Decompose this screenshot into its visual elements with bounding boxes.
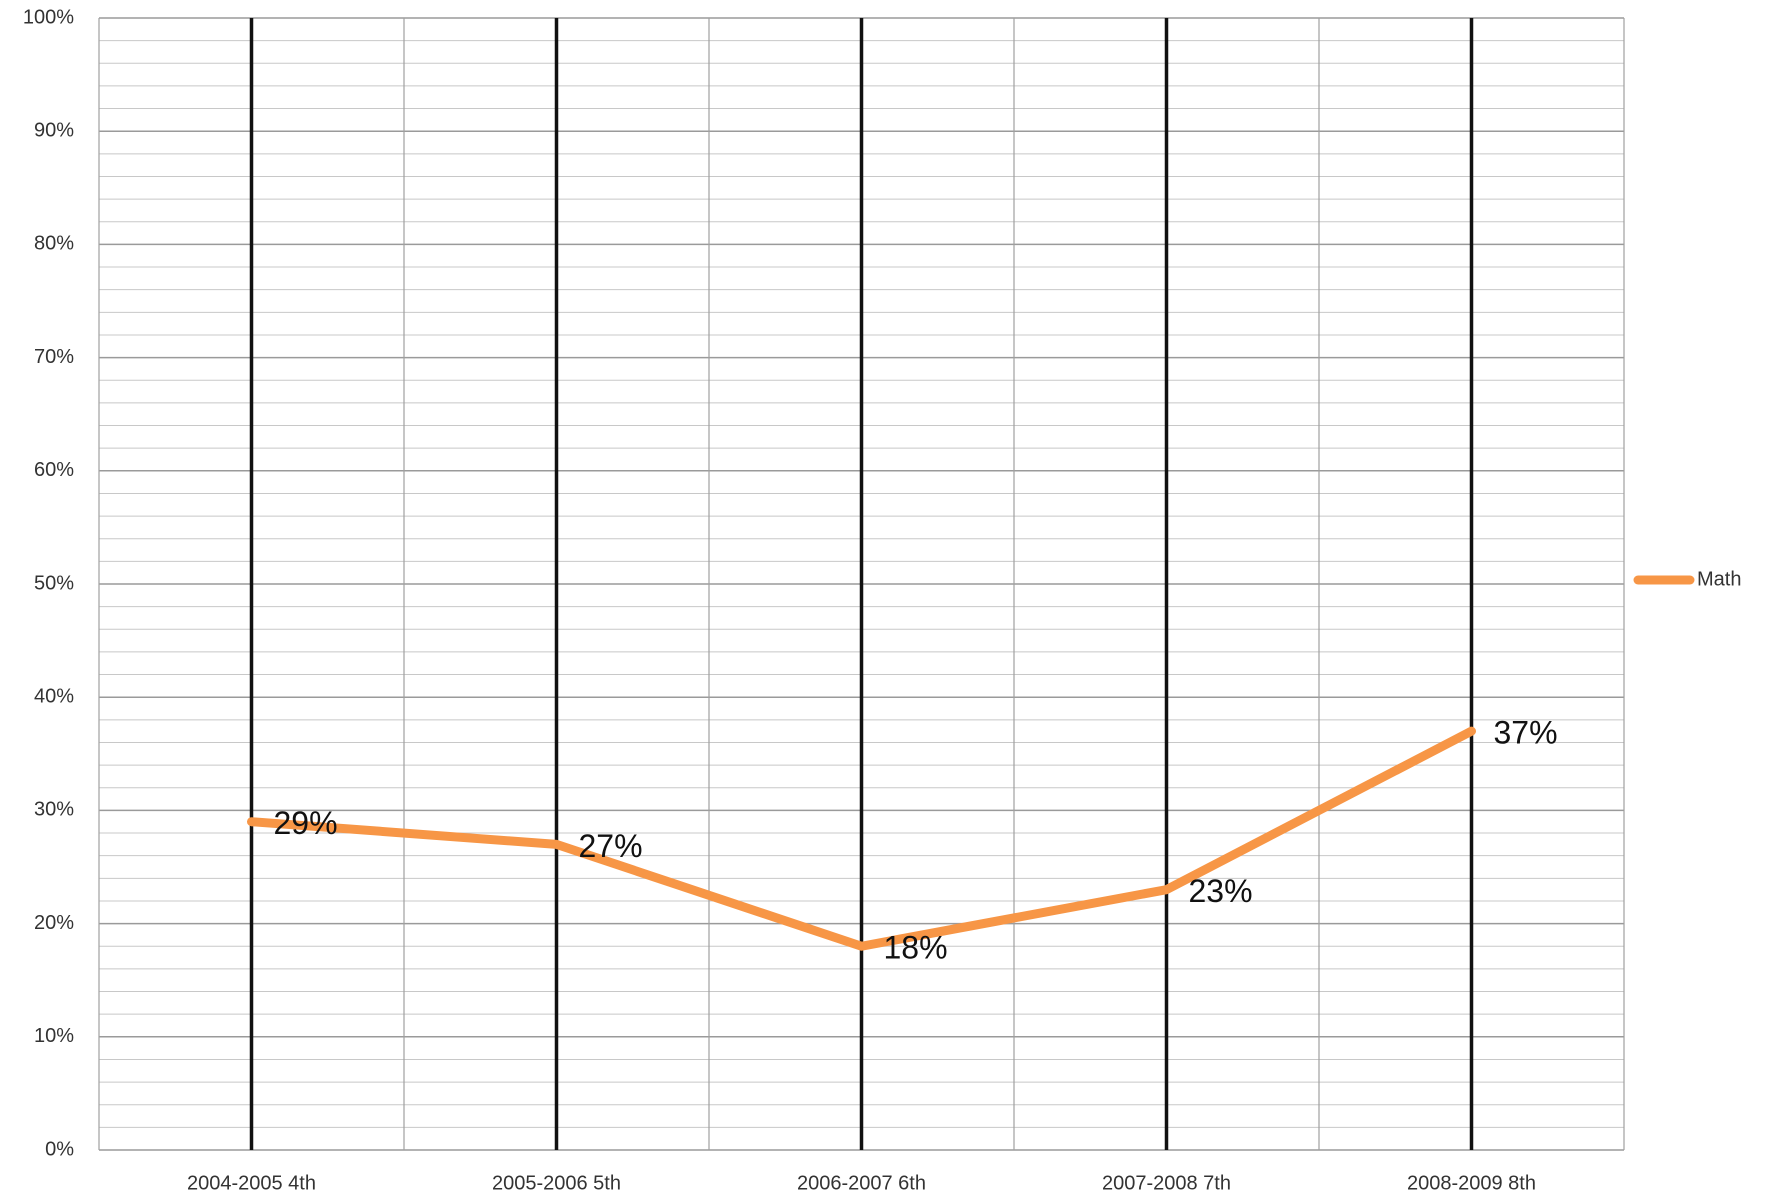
y-tick-label: 10% <box>34 1025 74 1047</box>
y-tick-label: 100% <box>23 6 74 28</box>
y-tick-label: 40% <box>34 685 74 707</box>
y-tick-label: 30% <box>34 799 74 821</box>
x-tick-label: 2005-2006 5th <box>492 1172 621 1194</box>
y-tick-label: 60% <box>34 459 74 481</box>
data-label: 27% <box>579 828 643 864</box>
y-tick-label: 20% <box>34 912 74 934</box>
x-tick-label: 2006-2007 6th <box>797 1172 926 1194</box>
x-tick-label: 2007-2008 7th <box>1102 1172 1231 1194</box>
line <box>247 726 1476 951</box>
y-tick-label: 80% <box>34 233 74 255</box>
y-tick-label: 70% <box>34 346 74 368</box>
legend-label: Math <box>1697 568 1741 590</box>
y-tick-label: 90% <box>34 119 74 141</box>
data-label: 37% <box>1494 715 1558 751</box>
data-label: 23% <box>1189 873 1253 909</box>
x-tick-label: 2008-2009 8th <box>1407 1172 1536 1194</box>
x-tick-label: 2004-2005 4th <box>187 1172 316 1194</box>
data-label: 29% <box>274 805 338 841</box>
y-tick-label: 0% <box>45 1138 74 1160</box>
data-label: 18% <box>884 930 948 966</box>
y-tick-label: 50% <box>34 572 74 594</box>
